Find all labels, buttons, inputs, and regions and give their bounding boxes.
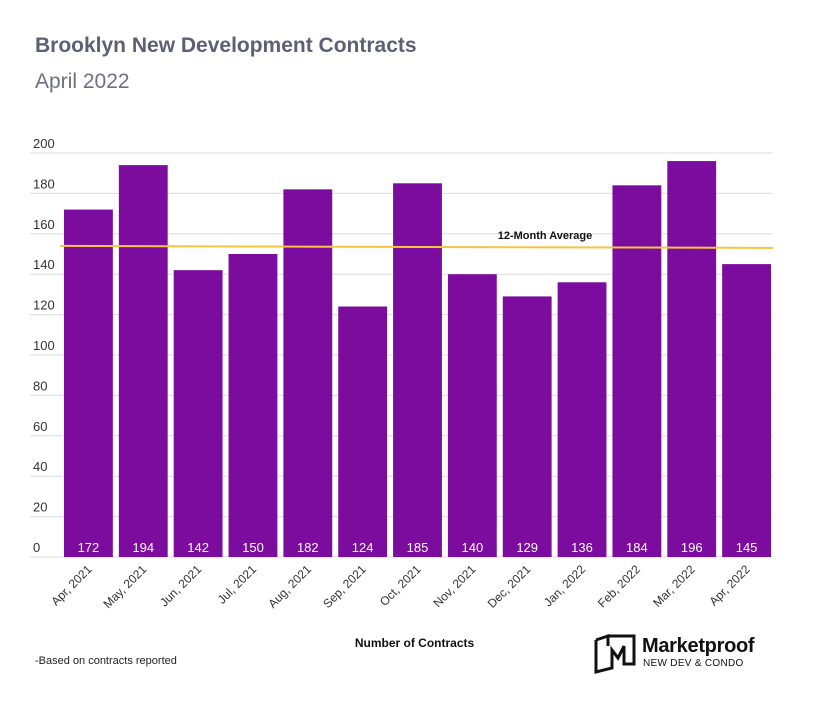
bar <box>283 189 333 558</box>
y-tick-label: 40 <box>33 459 47 474</box>
y-tick-label: 140 <box>33 257 55 272</box>
x-tick-label: Dec, 2021 <box>485 562 534 611</box>
data-label: 145 <box>736 540 758 555</box>
bar <box>118 165 168 557</box>
data-label: 129 <box>516 540 538 555</box>
y-tick-label: 0 <box>33 540 40 555</box>
x-tick-label: May, 2021 <box>100 562 149 611</box>
x-tick-label: Apr, 2021 <box>48 562 94 608</box>
x-tick-label: Jul, 2021 <box>215 562 260 607</box>
x-tick-label: Aug, 2021 <box>265 562 314 611</box>
x-tick-label: Nov, 2021 <box>431 562 479 610</box>
bar <box>447 274 497 557</box>
y-tick-label: 20 <box>33 500 47 515</box>
x-tick-label: Mar, 2022 <box>650 562 698 610</box>
bar <box>173 270 223 557</box>
data-label: 185 <box>407 540 429 555</box>
bar <box>667 161 717 557</box>
average-line-label: 12-Month Average <box>498 230 593 242</box>
brand-tagline: NEW DEV & CONDO <box>643 658 744 669</box>
bar <box>612 185 662 557</box>
data-label: 140 <box>461 540 483 555</box>
x-tick-label: Jun, 2021 <box>157 562 204 609</box>
chart-subtitle: April 2022 <box>35 70 130 93</box>
x-axis-label: Number of Contracts <box>354 636 475 650</box>
bar <box>64 209 113 557</box>
data-label: 184 <box>626 540 648 555</box>
y-tick-label: 160 <box>33 217 55 232</box>
brand-name: Marketproof <box>642 635 755 657</box>
data-label: 124 <box>352 540 374 555</box>
x-tick-label: Feb, 2022 <box>595 562 643 610</box>
data-label: 196 <box>681 540 703 555</box>
bar-chart: 0 20 40 60 80 100 120 140 160 180 200 172 Apr, 2021 1… <box>30 136 774 611</box>
chart-title: Brooklyn New Development Contracts <box>35 34 417 57</box>
average-line <box>59 244 774 249</box>
brand-block: Marketproof NEW DEV & CONDO <box>594 632 784 676</box>
data-label: 172 <box>78 540 100 555</box>
footnote: -Based on contracts reported <box>35 655 177 667</box>
y-tick-label: 200 <box>33 136 55 151</box>
data-label: 136 <box>571 540 593 555</box>
bar <box>722 264 771 557</box>
x-tick-label: Apr, 2022 <box>706 562 752 608</box>
y-tick-label: 120 <box>33 298 55 313</box>
bar <box>393 183 442 558</box>
data-label: 194 <box>132 540 154 555</box>
y-tick-label: 100 <box>33 338 55 353</box>
y-tick-label: 180 <box>33 176 55 191</box>
bar <box>228 254 278 557</box>
data-label: 142 <box>187 540 209 555</box>
bar <box>338 306 388 557</box>
bar <box>502 296 552 557</box>
y-tick-label: 60 <box>33 419 47 434</box>
marketproof-logo-icon <box>594 634 636 674</box>
data-label: 182 <box>297 540 319 555</box>
bar <box>557 282 607 557</box>
y-tick-label: 80 <box>33 378 47 393</box>
x-tick-label: Sep, 2021 <box>320 562 369 611</box>
data-label: 150 <box>242 540 264 555</box>
x-tick-label: Oct, 2021 <box>377 562 424 609</box>
x-tick-label: Jan, 2022 <box>541 562 588 609</box>
